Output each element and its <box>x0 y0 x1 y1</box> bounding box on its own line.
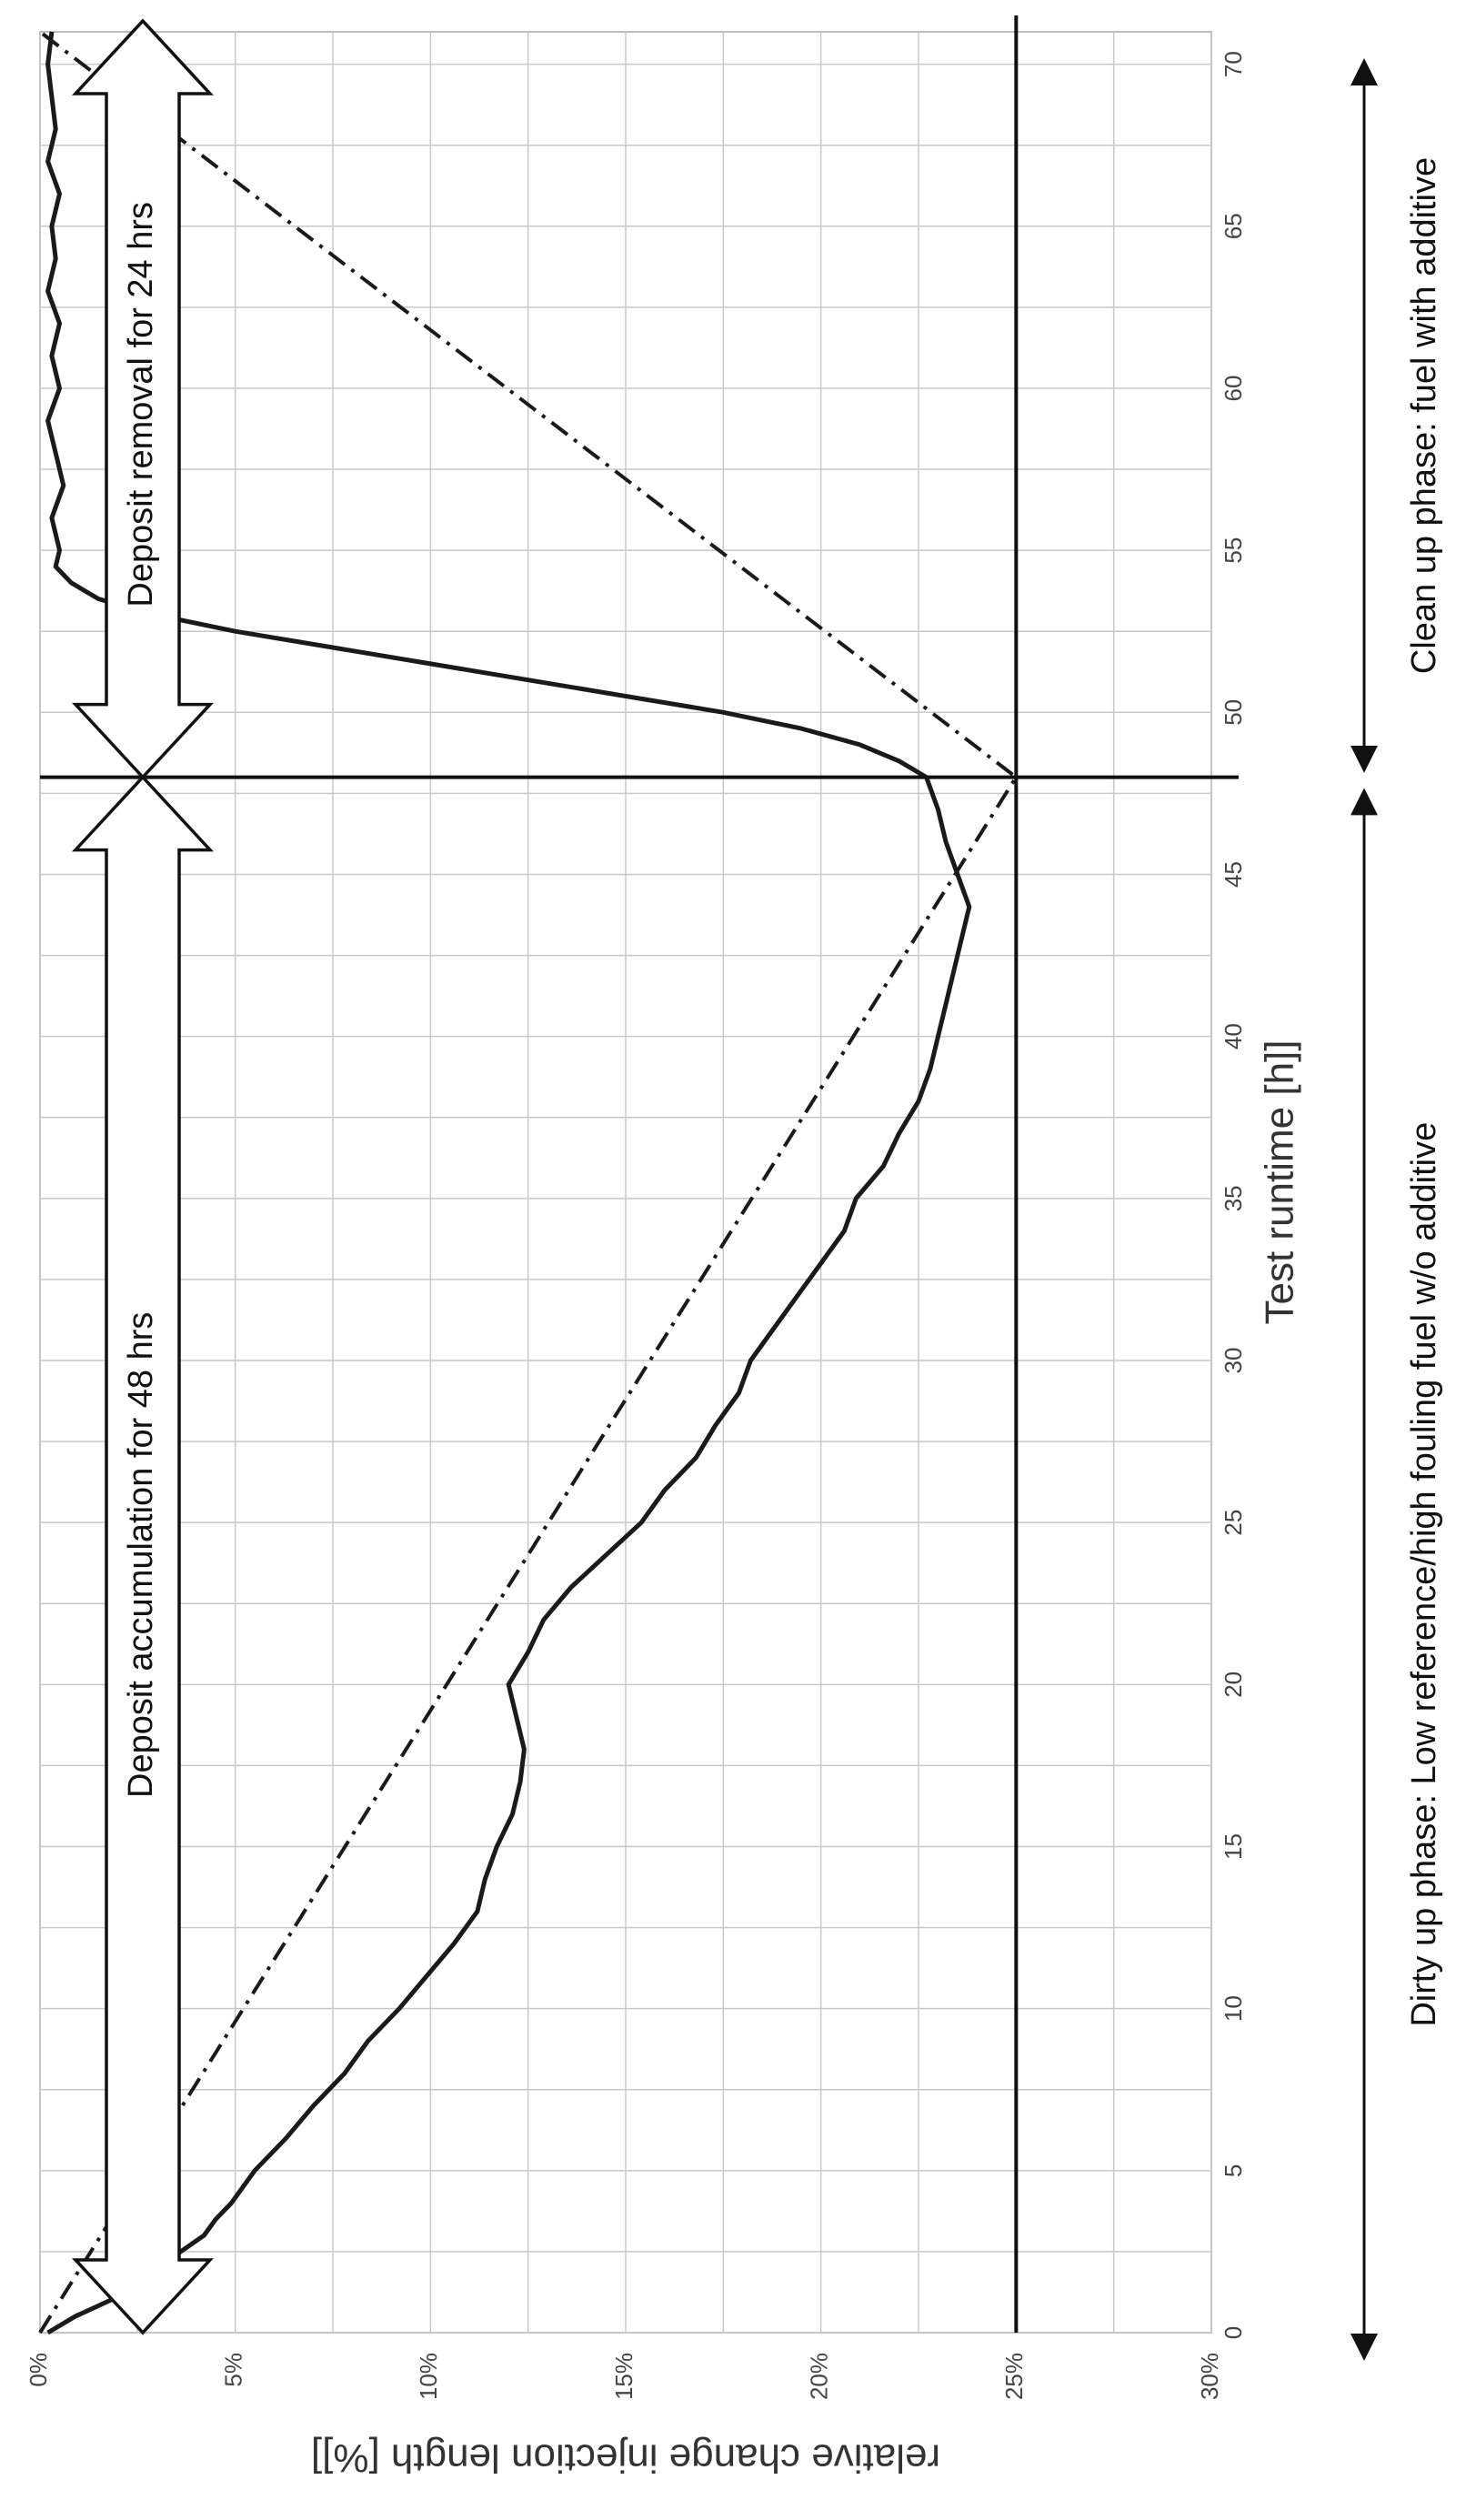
y-axis-label: relative change injection length [%]] <box>311 2435 940 2480</box>
x-tick-label: 35 <box>1220 1185 1247 1211</box>
axis-labels: Test runtime [h]] relative change injecti… <box>311 1039 1302 2480</box>
arrow-removal <box>71 18 215 780</box>
y-tick-label: 0% <box>25 2353 52 2387</box>
x-tick-label: 15 <box>1220 1833 1247 1860</box>
y-tick-label: 15% <box>610 2353 638 2400</box>
x-tick-label: 50 <box>1220 699 1247 726</box>
grid <box>39 31 1212 2334</box>
x-tick-label: 45 <box>1220 861 1247 888</box>
x-tick-label: 30 <box>1220 1348 1247 1374</box>
reference-lines <box>40 15 1239 2333</box>
annotation-clean-phase: Clean up phase: fuel with additive <box>1405 157 1443 674</box>
annotation-removal: Deposit removal for 24 hrs <box>122 202 160 607</box>
x-axis-label: Test runtime [h]] <box>1258 1039 1302 1324</box>
x-tick-label: 5 <box>1220 2164 1247 2177</box>
tick-labels: 0% 5% 10% 15% 20% 25% 30% 0 5 10 15 20 25 30 35 40 45 50 5… <box>25 51 1247 2400</box>
x-tick-label: 10 <box>1220 1995 1247 2022</box>
y-tick-label: 5% <box>220 2353 247 2387</box>
x-tick-label: 25 <box>1220 1510 1247 1536</box>
y-tick-label: 25% <box>1000 2353 1028 2400</box>
y-tick-label: 30% <box>1196 2353 1223 2400</box>
x-tick-label: 70 <box>1220 51 1247 77</box>
annotation-accumulation: Deposit accumulation for 48 hrs <box>122 1312 160 1798</box>
series-measured <box>45 31 972 2335</box>
x-tick-label: 40 <box>1220 1023 1247 1049</box>
y-tick-label: 20% <box>806 2353 833 2400</box>
arrow-accumulation <box>71 774 215 2335</box>
x-tick-label: 55 <box>1220 537 1247 564</box>
x-tick-label: 65 <box>1220 213 1247 239</box>
series-linear-trend <box>38 30 1019 2334</box>
annotation-dirty-phase: Dirty up phase: Low reference/high fouli… <box>1405 1122 1443 2027</box>
x-tick-label: 0 <box>1220 2326 1247 2339</box>
series-group <box>38 30 1019 2335</box>
x-tick-label: 60 <box>1220 376 1247 402</box>
y-tick-label: 10% <box>415 2353 442 2400</box>
annotations: Deposit accumulation for 48 hrs Deposit r… <box>71 18 1443 2361</box>
x-tick-label: 20 <box>1220 1672 1247 1698</box>
